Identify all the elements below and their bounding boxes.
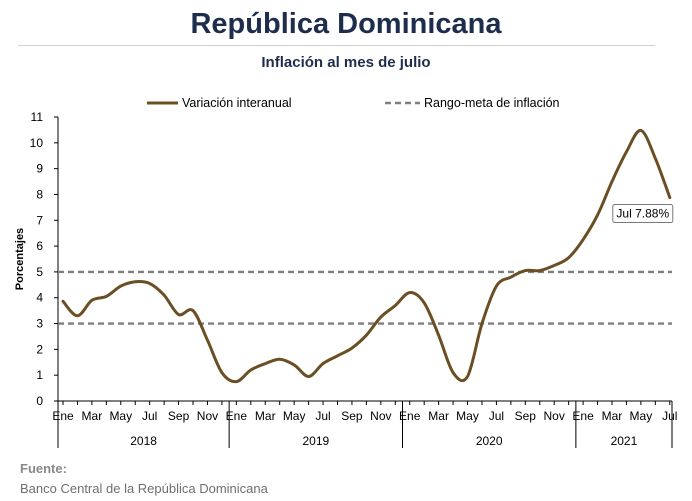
x-tick-label: Nov: [197, 409, 218, 423]
x-tick-label: Ene: [572, 409, 594, 423]
x-tick-label: Sep: [168, 409, 190, 423]
title-divider: [18, 45, 655, 46]
chart-subtitle: Inflación al mes de julio: [261, 54, 431, 71]
year-label: 2019: [302, 434, 329, 448]
y-tick-label: 0: [36, 394, 43, 408]
y-tick-label: 1: [36, 368, 43, 382]
year-label: 2020: [476, 434, 503, 448]
y-tick-label: 11: [31, 110, 44, 124]
x-tick-label: Nov: [544, 409, 565, 423]
source-label: Fuente:: [20, 461, 67, 476]
y-tick-label: 8: [36, 187, 43, 201]
x-tick-label: Jul: [315, 409, 330, 423]
annotation-box: [612, 204, 674, 224]
y-axis-title: Porcentajes: [14, 228, 26, 290]
legend-label-variacion-interanual: Variación interanual: [182, 96, 292, 110]
x-tick-label: Jul: [142, 409, 157, 423]
x-tick-label: Jul: [489, 409, 504, 423]
x-tick-label: Jul: [662, 409, 677, 423]
year-label: 2021: [611, 434, 638, 448]
x-tick-label: Mar: [82, 409, 103, 423]
y-tick-label: 4: [36, 291, 43, 305]
x-tick-label: Nov: [370, 409, 391, 423]
x-tick-label: Ene: [399, 409, 421, 423]
annotation-label: Jul 7.88%: [616, 207, 669, 221]
x-tick-label: Ene: [226, 409, 248, 423]
x-tick-label: May: [456, 409, 479, 423]
y-tick-label: 7: [36, 213, 43, 227]
y-tick-label: 6: [36, 239, 43, 253]
x-tick-label: May: [630, 409, 653, 423]
x-tick-label: Mar: [255, 409, 276, 423]
y-tick-label: 5: [36, 265, 43, 279]
chart-title: República Dominicana: [190, 8, 502, 40]
y-tick-label: 10: [30, 136, 44, 150]
x-tick-label: Ene: [52, 409, 74, 423]
y-tick-label: 3: [36, 317, 43, 331]
x-tick-label: May: [109, 409, 132, 423]
legend-label-rango-meta: Rango-meta de inflación: [424, 96, 560, 110]
x-tick-label: May: [283, 409, 306, 423]
x-tick-label: Mar: [428, 409, 449, 423]
source-text: Banco Central de la República Dominicana: [20, 481, 268, 496]
x-tick-label: Sep: [515, 409, 537, 423]
x-tick-label: Sep: [341, 409, 363, 423]
y-tick-label: 2: [36, 342, 43, 356]
y-tick-label: 9: [36, 162, 43, 176]
series-line-variacion-interanual: [61, 128, 672, 384]
year-label: 2018: [130, 434, 157, 448]
x-tick-label: Mar: [602, 409, 623, 423]
